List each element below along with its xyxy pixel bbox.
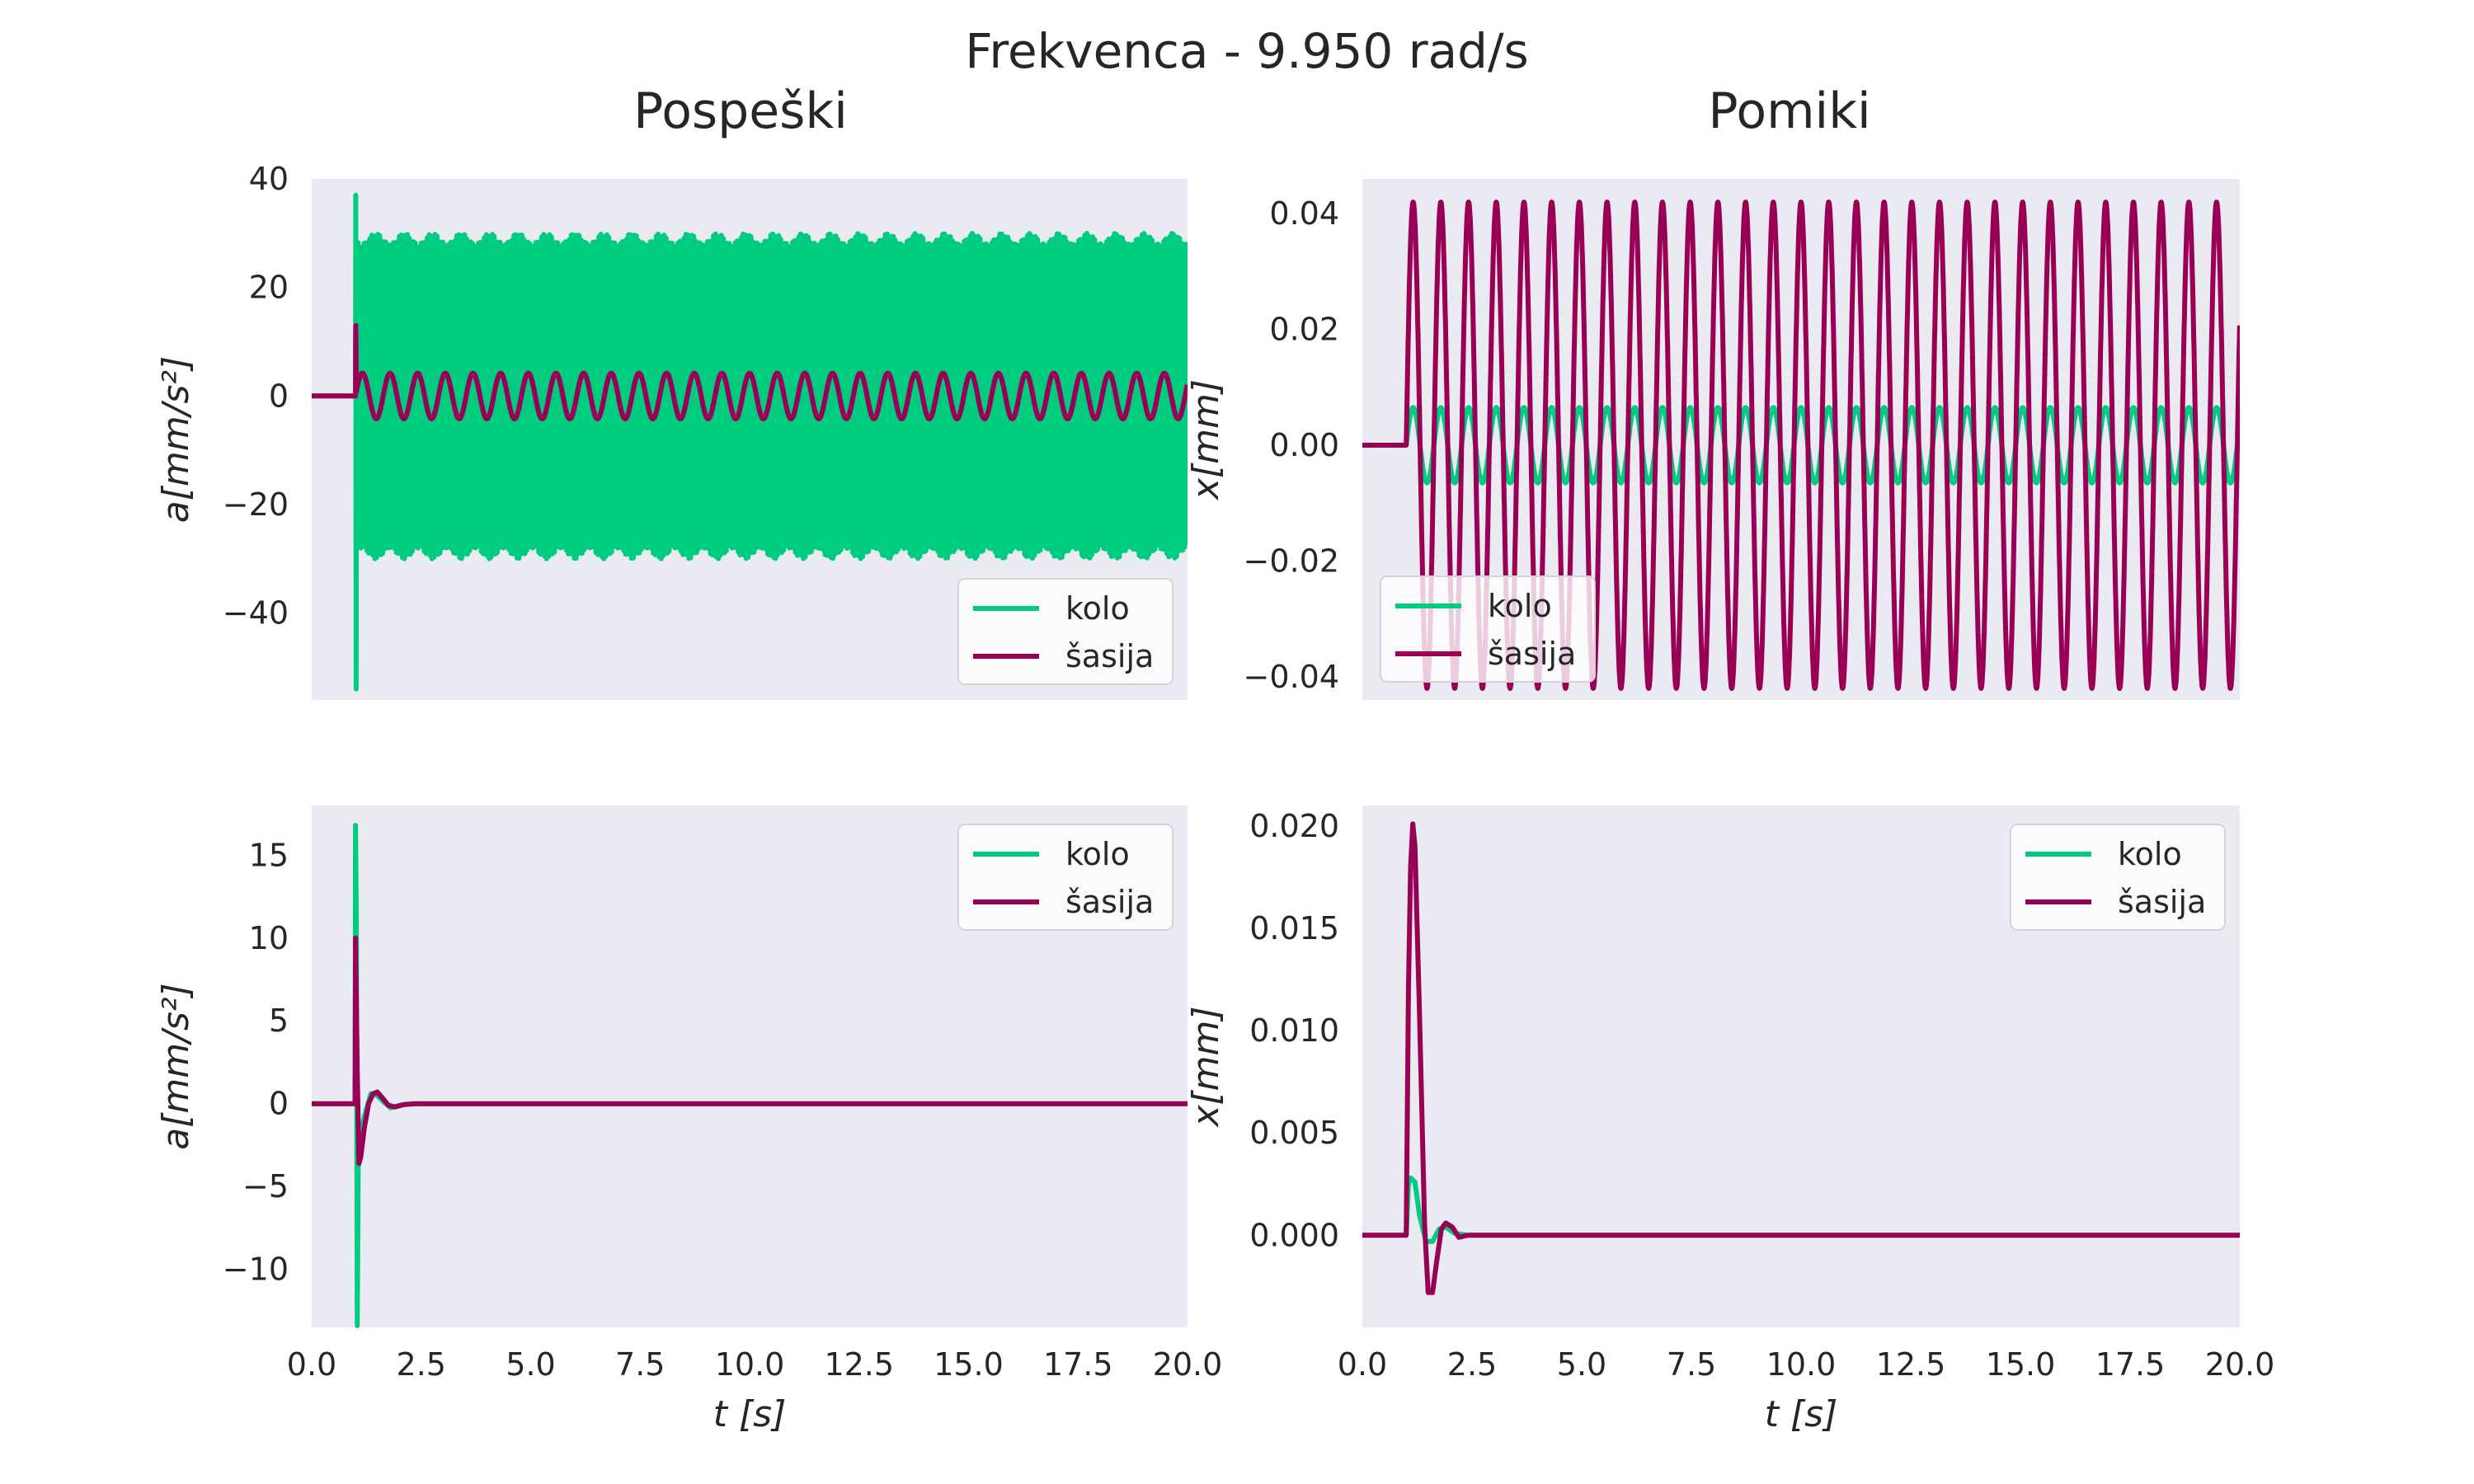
legend-label: šasija [1065,884,1154,920]
y-tick-label: 0.005 [1249,1115,1339,1151]
legend-label: kolo [2118,836,2182,872]
panel-1: −40 −20 0 20 40 a[mm/s²] kolo šasija [155,161,1188,700]
y-tick-label: −0.04 [1244,659,1339,695]
x-tick-label: 5.0 [1557,1346,1606,1383]
x-tick-label: 20.0 [1153,1346,1223,1383]
x-tick-label: 7.5 [1667,1346,1716,1383]
x-tick-label: 5.0 [506,1346,555,1383]
y-tick-label: 40 [249,161,289,197]
y-tick-label: −20 [223,486,289,523]
y-tick-label: 0.04 [1269,195,1339,232]
y-tick-label: 10 [249,920,289,956]
column-title-pomiki: Pomiki [1708,82,1870,140]
y-tick-label: 15 [249,837,289,873]
legend-label: kolo [1065,836,1130,872]
y-tick-label: −0.02 [1244,542,1339,579]
x-tick-label: 15.0 [1986,1346,2056,1383]
y-axis-label: x[mm] [1185,1006,1227,1128]
legend: kolo šasija [2010,824,2226,931]
x-tick-label: 2.5 [1447,1346,1497,1383]
series-line-sasija [1362,821,2240,1295]
y-tick-label: 0.000 [1249,1217,1339,1253]
x-tick-label: 2.5 [397,1346,446,1383]
y-tick-label: 0.010 [1249,1012,1339,1049]
y-tick-label: 0.020 [1249,808,1339,844]
legend-label: šasija [1065,638,1154,674]
x-tick-label: 0.0 [1338,1346,1387,1383]
series-line-kolo [312,192,1188,692]
y-tick-label: 0.015 [1249,910,1339,946]
y-tick-label: 20 [249,270,289,306]
legend-label: šasija [2118,884,2206,920]
y-tick-label: −40 [223,595,289,632]
x-tick-label: 10.0 [1766,1346,1837,1383]
y-axis-label: a[mm/s²] [155,983,197,1149]
y-tick-label: 5 [269,1003,289,1039]
panel-3: −10 −5 0 5 10 15 0.0 2.5 5.0 7.5 10.0 12.5 15.0 17.5 2… [155,805,1222,1435]
y-axis-label: a[mm/s²] [155,356,197,523]
legend-label: šasija [1488,636,1576,672]
panel-4: 0.000 0.005 0.010 0.015 0.020 0.0 2.5 5.0 7.5 10.… [1185,805,2274,1435]
legend-label: kolo [1065,590,1130,627]
panel-2: −0.04 −0.02 0.00 0.02 0.04 x[mm] kolo šasija [1185,179,2240,700]
panels: −40 −20 0 20 40 a[mm/s²] kolo šasija −0.04 −0.02 0… [155,161,2274,1435]
y-tick-label: 0 [269,378,289,414]
x-tick-label: 17.5 [2095,1346,2166,1383]
legend-label: kolo [1488,588,1552,624]
x-tick-label: 0.0 [287,1346,336,1383]
series-line-sasija [312,935,1188,1167]
x-axis-label: t [s] [1765,1393,1838,1435]
x-tick-label: 17.5 [1043,1346,1113,1383]
y-tick-label: 0.02 [1269,312,1339,348]
y-tick-label: −10 [223,1252,289,1288]
legend: kolo šasija [957,578,1174,685]
y-axis-label: x[mm] [1185,379,1227,501]
y-tick-label: −5 [242,1168,289,1205]
x-tick-label: 10.0 [715,1346,785,1383]
x-tick-label: 20.0 [2205,1346,2275,1383]
series-line-sasija [312,322,1188,421]
x-axis-label: t [s] [713,1393,787,1435]
series-line-sasija [1362,200,2240,691]
x-tick-label: 7.5 [615,1346,665,1383]
x-tick-label: 12.5 [1876,1346,1946,1383]
figure-title: Frekvenca - 9.950 rad/s [965,23,1528,79]
x-tick-label: 12.5 [824,1346,894,1383]
y-tick-label: 0.00 [1269,427,1339,463]
legend: kolo šasija [957,824,1174,931]
legend: kolo šasija [1380,575,1596,683]
x-tick-label: 15.0 [934,1346,1004,1383]
column-title-pospeski: Pospeški [633,82,848,140]
y-tick-label: 0 [269,1086,289,1122]
